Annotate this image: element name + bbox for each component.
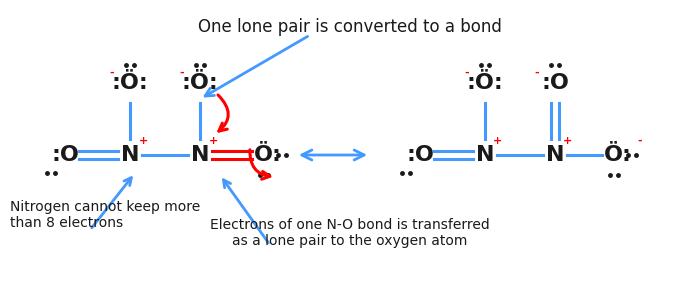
FancyArrowPatch shape — [218, 95, 228, 131]
Text: N: N — [546, 145, 564, 165]
Text: :O: :O — [406, 145, 434, 165]
Text: -: - — [535, 68, 539, 78]
Text: +: + — [209, 136, 218, 146]
Text: Ö:: Ö: — [604, 145, 632, 165]
Text: :Ö:: :Ö: — [111, 73, 148, 93]
Text: One lone pair is converted to a bond: One lone pair is converted to a bond — [198, 18, 502, 36]
Text: -: - — [110, 68, 114, 78]
Text: +: + — [139, 136, 148, 146]
Text: -: - — [465, 68, 469, 78]
Text: :O: :O — [541, 73, 569, 93]
Text: :Ö:: :Ö: — [181, 73, 218, 93]
Text: N: N — [476, 145, 494, 165]
Text: N: N — [190, 145, 209, 165]
Text: :Ö:: :Ö: — [467, 73, 503, 93]
Text: -: - — [638, 136, 643, 146]
Text: :O: :O — [51, 145, 79, 165]
Text: Electrons of one N-O bond is transferred
as a lone pair to the oxygen atom: Electrons of one N-O bond is transferred… — [210, 218, 490, 248]
Text: +: + — [564, 136, 573, 146]
Text: Nitrogen cannot keep more
than 8 electrons: Nitrogen cannot keep more than 8 electro… — [10, 200, 200, 230]
Text: +: + — [494, 136, 503, 146]
Text: Ö:: Ö: — [254, 145, 282, 165]
Text: N: N — [120, 145, 139, 165]
FancyArrowPatch shape — [250, 150, 270, 179]
Text: -: - — [180, 68, 184, 78]
